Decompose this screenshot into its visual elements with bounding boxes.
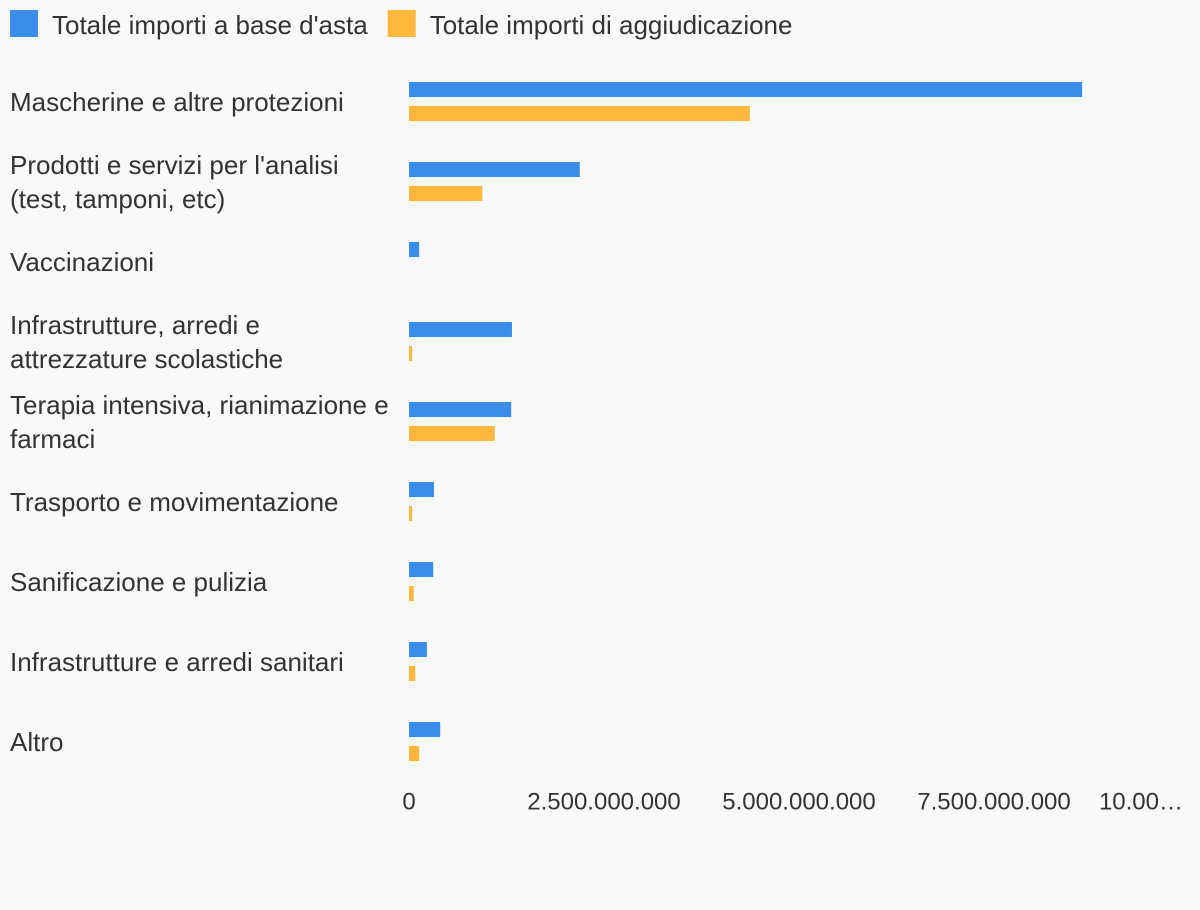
bar — [409, 562, 434, 577]
x-tick-label: 0 — [402, 788, 415, 815]
bar — [409, 242, 420, 257]
x-tick-label: 2.500.000.000 — [527, 788, 680, 815]
category-label: Infrastrutture, arredi e attrezzature sc… — [10, 310, 284, 374]
category-label: Vaccinazioni — [10, 247, 155, 277]
x-tick-label: 10.00… — [1099, 788, 1183, 815]
legend-swatch — [10, 10, 38, 37]
category-label: Altro — [10, 727, 64, 757]
bar — [409, 482, 434, 497]
category-label: Terapia intensiva, rianimazione e farmac… — [10, 390, 389, 454]
legend-label: Totale importi di aggiudicazione — [430, 10, 793, 40]
bar — [409, 106, 750, 121]
bar — [409, 82, 1083, 97]
bar — [409, 642, 427, 657]
category-label: Mascherine e altre protezioni — [10, 87, 344, 117]
legend-label: Totale importi a base d'asta — [52, 10, 368, 40]
x-tick-label: 7.500.000.000 — [917, 788, 1070, 815]
bar — [409, 402, 512, 417]
category-label: Sanificazione e pulizia — [10, 567, 268, 597]
bar — [409, 746, 420, 761]
category-label: Trasporto e movimentazione — [10, 487, 339, 517]
bar — [409, 346, 413, 361]
legend-swatch — [387, 10, 416, 37]
bar — [409, 506, 413, 521]
x-tick-label: 5.000.000.000 — [722, 788, 875, 815]
bar — [409, 322, 512, 337]
bar — [409, 586, 414, 601]
bar — [409, 162, 580, 177]
bar — [409, 666, 416, 681]
category-label: Infrastrutture e arredi sanitari — [10, 647, 344, 677]
bar — [409, 426, 495, 441]
category-label: Prodotti e servizi per l'analisi (test, … — [10, 150, 339, 214]
bar — [409, 722, 441, 737]
bar — [409, 186, 483, 201]
